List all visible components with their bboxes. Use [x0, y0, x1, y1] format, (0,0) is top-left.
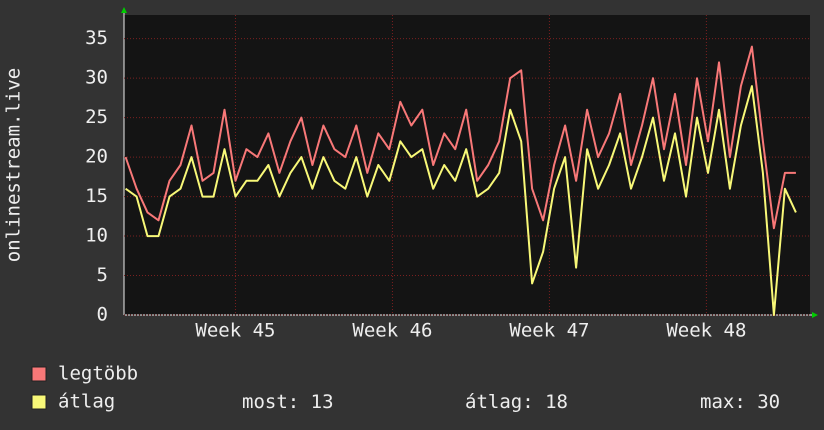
x-tick-label: Week 46 — [352, 320, 432, 342]
legend-swatch — [31, 394, 47, 410]
y-arrow — [121, 7, 127, 13]
y-tick-label: 15 — [85, 185, 108, 207]
stat-value: 13 — [311, 391, 334, 413]
series-line — [124, 45, 796, 230]
y-tick-label: 0 — [97, 304, 108, 326]
stat-label: átlag: — [465, 391, 534, 413]
stat: átlag: 18 — [465, 391, 568, 413]
plot — [124, 15, 810, 316]
y-tick-label: 35 — [85, 27, 108, 49]
x-tick-label: Week 48 — [666, 320, 746, 342]
y-tick-label: 25 — [85, 106, 108, 128]
x-arrow — [812, 312, 818, 318]
plot-area — [124, 15, 810, 315]
y-axis-title: onlinestream.live — [3, 68, 25, 262]
y-tick-label: 30 — [85, 67, 108, 89]
legend-label: legtöbb — [58, 363, 138, 385]
stat-value: 18 — [545, 391, 568, 413]
stat-label: most: — [242, 391, 299, 413]
stat: max: 30 — [700, 391, 780, 413]
stat: most: 13 — [242, 391, 334, 413]
legend-swatch — [31, 366, 47, 382]
x-tick-label: Week 47 — [509, 320, 589, 342]
legend-label: átlag — [58, 391, 115, 413]
series-line — [125, 85, 797, 316]
y-tick-label: 5 — [97, 264, 108, 286]
stat-value: 30 — [757, 391, 780, 413]
stat-label: max: — [700, 391, 746, 413]
y-tick-label: 20 — [85, 146, 108, 168]
y-tick-label: 10 — [85, 225, 108, 247]
x-tick-label: Week 45 — [195, 320, 275, 342]
